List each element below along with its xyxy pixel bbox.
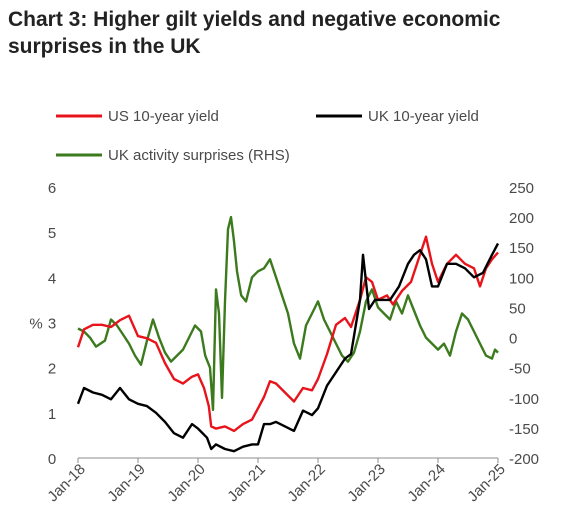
us-10y-yield-line	[76, 235, 499, 433]
y-right-tick-label: -100	[509, 391, 539, 408]
legend-label-1: UK 10-year yield	[368, 108, 479, 125]
series-layer	[76, 215, 500, 453]
y-left-tick-label: 3	[48, 316, 56, 333]
y-right-tick-label: 250	[509, 180, 534, 197]
chart-title-line-2: surprises in the UK	[8, 35, 201, 58]
y-right-tick-label: -150	[509, 421, 539, 438]
legend-label-2: UK activity surprises (RHS)	[108, 147, 290, 164]
x-tick-label: Jan-20	[164, 461, 208, 505]
y-left-tick-label: 1	[48, 406, 56, 423]
y-right-tick-label: 200	[509, 210, 534, 227]
y-right-tick-label: 50	[509, 300, 526, 317]
x-tick-label: Jan-24	[404, 461, 448, 505]
y-right-tick-label: -200	[509, 451, 539, 468]
x-tick-label: Jan-21	[224, 461, 268, 505]
y-right-tick-label: -50	[509, 361, 531, 378]
x-tick-label: Jan-22	[284, 461, 328, 505]
y-right-tick-label: 150	[509, 240, 534, 257]
y-right-tick-label: 0	[509, 331, 517, 348]
y-left-tick-label: 5	[48, 225, 56, 242]
y-left-tick-label: 2	[48, 361, 56, 378]
y-left-tick-label: 4	[48, 270, 56, 287]
x-tick-label: Jan-25	[464, 461, 508, 505]
axes: 0 1 2 3 4 5 6% -200 -150 -100 -50 0 50 100 150 200 250 Ja…	[29, 180, 539, 505]
x-tick-label: Jan-19	[104, 461, 148, 505]
x-tick-label: Jan-23	[344, 461, 388, 505]
chart-title: Chart 3: Higher gilt yields and negative…	[8, 6, 556, 60]
y-axis-label: %	[29, 316, 42, 333]
y-left-tick-label: 0	[48, 451, 56, 468]
y-right-tick-label: 100	[509, 270, 534, 287]
legend-label-0: US 10-year yield	[108, 108, 219, 125]
legend: US 10-year yield UK 10-year yield UK activ…	[56, 108, 479, 164]
uk-10y-yield-line	[76, 242, 500, 453]
y-left-tick-label: 6	[48, 180, 56, 197]
uk-activity-surprises-line	[77, 215, 499, 411]
chart-title-line-1: Chart 3: Higher gilt yields and negative…	[8, 8, 501, 31]
